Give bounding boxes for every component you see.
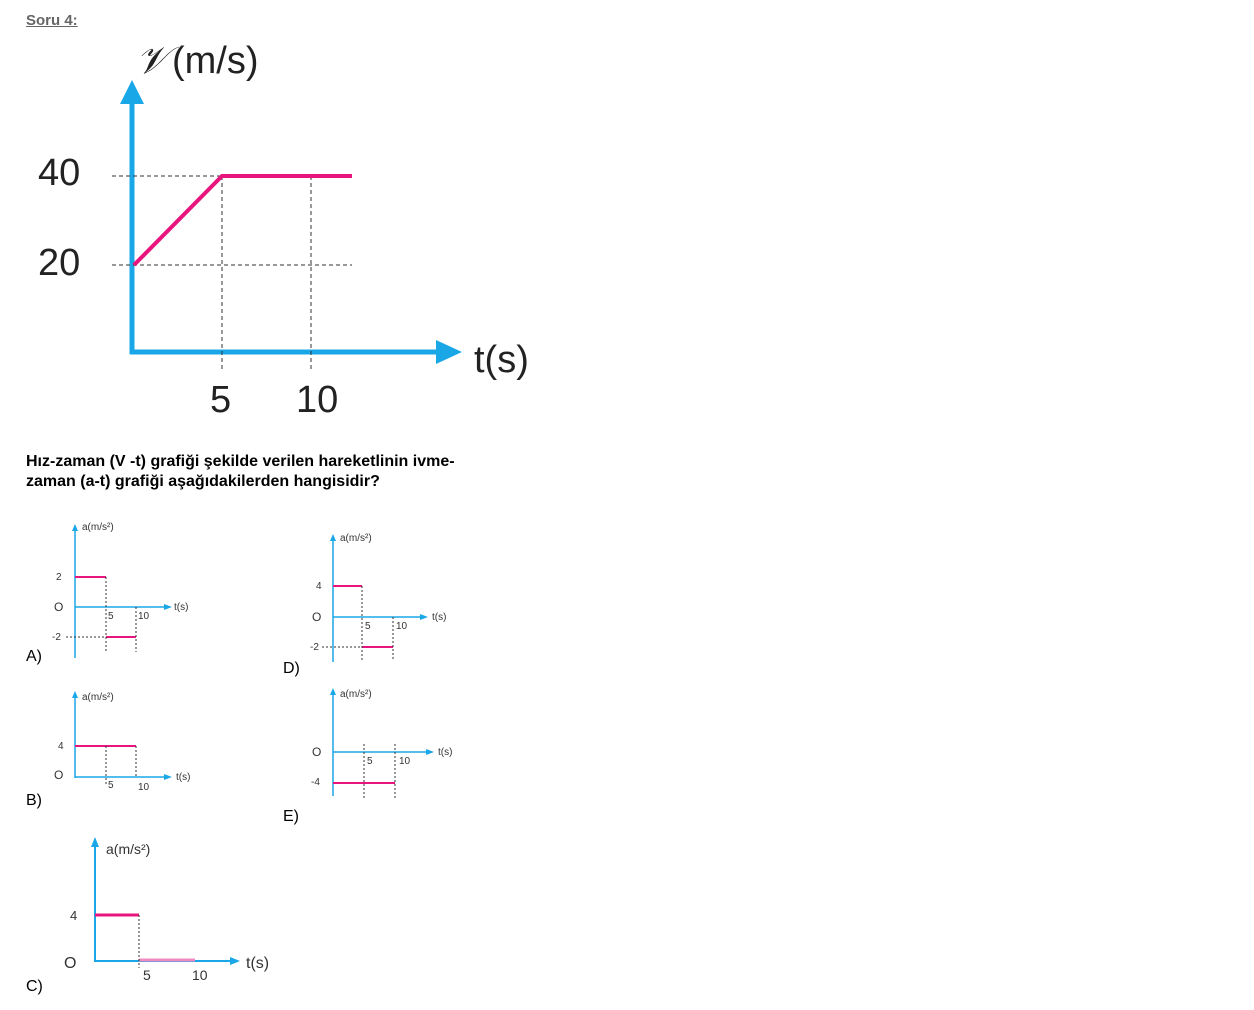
velocity-curve	[132, 174, 352, 267]
choice-c-graph: a(m/s²) 4 O 5 10 t(s)	[64, 837, 269, 983]
choice-a-xtick-5: 5	[108, 611, 114, 622]
x-tick-5: 5	[210, 379, 231, 421]
choice-b-ytick-4: 4	[58, 741, 64, 752]
choice-b-graph: a(m/s²) 4 O 5 10 t(s)	[54, 691, 190, 793]
choice-a-ytick-2: 2	[56, 572, 62, 583]
choice-c-xtick-5: 5	[143, 967, 151, 983]
y-axis-unit: (m/s)	[172, 40, 259, 82]
question-title: Soru 4:	[26, 12, 78, 29]
choice-e-xtick-5: 5	[367, 756, 373, 767]
choice-b-xtick-5: 5	[108, 780, 114, 791]
y-tick-40: 40	[38, 152, 80, 194]
choice-e-xtick-10: 10	[399, 756, 411, 767]
y-axis-arrow-icon	[120, 80, 144, 104]
choice-a-origin: O	[54, 600, 63, 614]
choice-e-graph: a(m/s²) O -4 5 10 t(s)	[311, 688, 452, 798]
choice-e-xlabel: t(s)	[438, 747, 452, 758]
question-text: Hız-zaman (V -t) grafiği şekilde verilen…	[26, 452, 586, 492]
arrow-up-icon	[72, 524, 78, 531]
choice-b-letter[interactable]: B)	[26, 792, 42, 809]
y-axis-symbol: 𝒱	[136, 40, 179, 82]
choice-c-letter[interactable]: C)	[26, 978, 43, 995]
choice-c-xlabel: t(s)	[246, 955, 269, 972]
choice-c-origin: O	[64, 955, 76, 972]
question-line-1: Hız-zaman (V -t) grafiği şekilde verilen…	[26, 453, 455, 470]
choice-a-graph: a(m/s²) 2 -2 O 5 10 t(s)	[52, 522, 188, 658]
arrow-up-icon	[330, 688, 336, 695]
choice-e-letter[interactable]: E)	[283, 808, 299, 825]
choice-c-ylabel: a(m/s²)	[106, 841, 150, 857]
choice-b-xlabel: t(s)	[176, 772, 190, 783]
x-tick-10: 10	[296, 379, 338, 421]
arrow-right-icon	[164, 604, 172, 610]
choice-d-origin: O	[312, 610, 321, 624]
arrow-right-icon	[420, 614, 428, 620]
arrow-up-icon	[91, 837, 99, 847]
x-axis-label: t(s)	[474, 339, 529, 381]
choice-d-xtick-10: 10	[396, 621, 408, 632]
choice-d-xtick-5: 5	[365, 621, 371, 632]
choice-d-graph: a(m/s²) 4 -2 O 5 10 t(s)	[310, 533, 446, 662]
arrow-right-icon	[164, 774, 172, 780]
arrow-up-icon	[330, 534, 336, 541]
y-tick-20: 20	[38, 242, 80, 284]
choice-b-origin: O	[54, 768, 63, 782]
arrow-right-icon	[230, 957, 240, 965]
x-axis-arrow-icon	[436, 340, 462, 364]
choice-c-xtick-10: 10	[192, 967, 208, 983]
choice-a-ylabel: a(m/s²)	[82, 522, 114, 533]
choice-d-ytick-4: 4	[316, 581, 322, 592]
choice-d-letter[interactable]: D)	[283, 660, 300, 677]
choice-e-ytick-neg4: -4	[311, 777, 320, 788]
choice-b-xtick-10: 10	[138, 782, 150, 793]
choice-d-ytick-neg2: -2	[310, 642, 319, 653]
choice-a-xtick-10: 10	[138, 611, 150, 622]
choice-d-ylabel: a(m/s²)	[340, 533, 372, 544]
arrow-up-icon	[72, 691, 78, 698]
choice-e-ylabel: a(m/s²)	[340, 689, 372, 700]
choice-c-ytick-4: 4	[70, 908, 77, 923]
choice-a-ytick-neg2: -2	[52, 632, 61, 643]
choice-a-letter[interactable]: A)	[26, 648, 42, 665]
choice-a-xlabel: t(s)	[174, 602, 188, 613]
choice-b-ylabel: a(m/s²)	[82, 692, 114, 703]
arrow-right-icon	[426, 749, 434, 755]
choice-e-origin: O	[312, 745, 321, 759]
choice-d-xlabel: t(s)	[432, 612, 446, 623]
question-line-2: zaman (a-t) grafiği aşağıdakilerden hang…	[26, 473, 380, 490]
